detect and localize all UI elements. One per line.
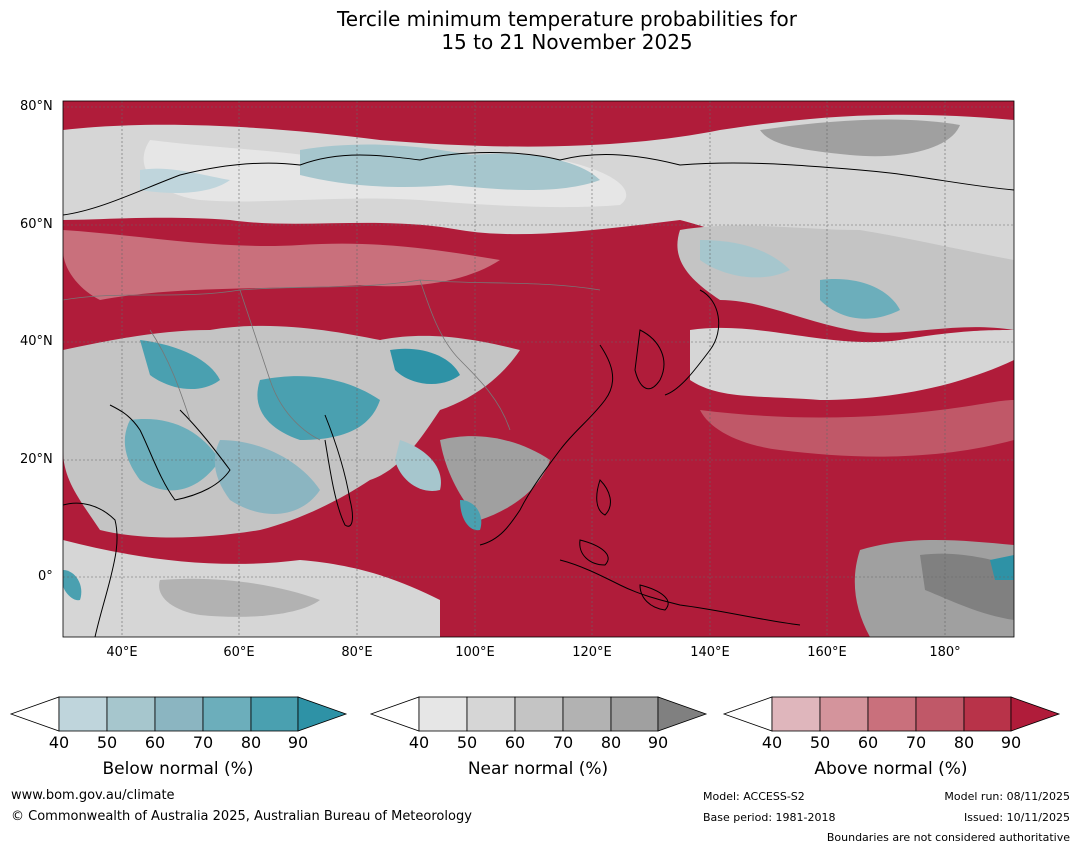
- country-borders: [63, 279, 601, 441]
- website-link[interactable]: www.bom.gov.au/climate: [11, 788, 175, 803]
- lon-label-100e: 100°E: [455, 645, 495, 660]
- title-line-2: 15 to 21 November 2025: [441, 30, 693, 54]
- region-okhotsk-below-normal: [820, 279, 900, 319]
- colorbar-below-tick: 40: [48, 733, 70, 752]
- colorbar-below-tick: 60: [144, 733, 166, 752]
- region-gulf-of-thailand-below-normal: [460, 500, 482, 531]
- colorbar-near-label: Near normal (%): [467, 759, 609, 779]
- colorbar-below-arrow-right: [297, 696, 348, 732]
- region-central-asia-above-normal-moderate: [63, 230, 500, 300]
- colorbar-below-normal: [9, 696, 348, 732]
- lon-label-160e: 160°E: [807, 645, 847, 660]
- lon-label-120e: 120°E: [572, 645, 612, 660]
- lon-label-80e: 80°E: [341, 645, 373, 660]
- colorbar-near-swatch-5: [610, 696, 659, 732]
- colorbar-near-normal: [369, 696, 708, 732]
- colorbar-near-tick: 40: [408, 733, 430, 752]
- colorbar-below-tick: 70: [192, 733, 214, 752]
- lon-label-60e: 60°E: [223, 645, 255, 660]
- colorbar-near-swatch-4: [562, 696, 612, 732]
- colorbar-below-tick: 80: [240, 733, 262, 752]
- colorbar-below-tick: 90: [287, 733, 309, 752]
- probability-map: [63, 101, 1014, 637]
- region-tibet-below-normal: [390, 348, 460, 385]
- lat-label-20n: 20°N: [20, 452, 53, 467]
- region-north-pacific-above-normal: [700, 400, 1014, 457]
- colorbar-above-swatch-4: [915, 696, 965, 732]
- colorbar-below-swatch-3: [154, 696, 204, 732]
- colorbar-above-arrow-right: [1010, 696, 1061, 732]
- colorbar-above-label: Above normal (%): [814, 759, 968, 779]
- lat-label-80n: 80°N: [20, 99, 53, 114]
- colorbar-below-swatch-2: [106, 696, 156, 732]
- region-indochina-near-normal: [440, 436, 550, 520]
- region-arabia-below-normal: [124, 419, 220, 491]
- colorbar-above-swatch-2: [819, 696, 869, 732]
- model-name: Model: ACCESS-S2: [703, 790, 805, 803]
- colorbar-near-tick: 80: [600, 733, 622, 752]
- colorbar-below-tick: 50: [96, 733, 118, 752]
- issued-date: Issued: 10/11/2025: [963, 811, 1070, 824]
- colorbar-above-swatch-5: [963, 696, 1012, 732]
- colorbar-above-swatch-1: [771, 696, 821, 732]
- colorbar-near-arrow-right: [657, 696, 708, 732]
- colorbar-above-tick: 40: [761, 733, 783, 752]
- region-bay-of-bengal-below-normal: [395, 440, 441, 491]
- colorbar-above-tick: 70: [905, 733, 927, 752]
- lon-label-140e: 140°E: [690, 645, 730, 660]
- region-equatorial-indian-ocean: [159, 578, 320, 617]
- colorbar-near-swatch-2: [466, 696, 516, 732]
- copyright-text: © Commonwealth of Australia 2025, Austra…: [11, 809, 472, 824]
- region-east-africa-below-normal: [63, 570, 82, 601]
- map-frame: [62, 100, 1015, 638]
- lat-label-0: 0°: [38, 569, 53, 584]
- colorbar-near-tick: 50: [456, 733, 478, 752]
- region-pakistan-below-normal: [257, 376, 380, 440]
- colorbar-above-tick: 50: [809, 733, 831, 752]
- colorbar-below-arrow-left: [9, 696, 60, 732]
- region-central-pacific-near-normal-high: [920, 553, 1014, 620]
- region-arabian-sea-below-normal: [214, 440, 320, 514]
- colorbar-above-normal: [722, 696, 1061, 732]
- colorbar-above-swatch-3: [867, 696, 917, 732]
- colorbar-near-swatch-3: [514, 696, 564, 732]
- lat-label-40n: 40°N: [20, 334, 53, 349]
- region-iran-below-normal: [140, 340, 220, 390]
- lat-label-60n: 60°N: [20, 217, 53, 232]
- chart-title: Tercile minimum temperature probabilitie…: [0, 8, 1081, 54]
- colorbar-below-swatch-1: [58, 696, 108, 732]
- colorbar-above-tick: 80: [953, 733, 975, 752]
- lon-label-180: 180°: [929, 645, 961, 660]
- colorbar-above-arrow-left: [722, 696, 773, 732]
- region-east-siberia-near-normal-high: [760, 119, 960, 157]
- boundaries-disclaimer: Boundaries are not considered authoritat…: [826, 831, 1070, 844]
- colorbar-below-label: Below normal (%): [102, 759, 254, 779]
- colorbar-near-arrow-left: [369, 696, 420, 732]
- colorbar-below-swatch-5: [250, 696, 299, 732]
- region-central-pacific-below-normal: [990, 555, 1014, 580]
- model-run-date: Model run: 08/11/2025: [944, 790, 1070, 803]
- colorbar-near-tick: 70: [552, 733, 574, 752]
- region-north-pacific-near-normal: [690, 327, 1014, 400]
- title-line-1: Tercile minimum temperature probabilitie…: [336, 7, 798, 31]
- colorbar-below-swatch-4: [202, 696, 252, 732]
- colorbar-above-tick: 60: [857, 733, 879, 752]
- region-amur-below-normal: [700, 240, 790, 278]
- lon-label-40e: 40°E: [106, 645, 138, 660]
- graticule: [63, 101, 1014, 637]
- colorbar-near-tick: 60: [504, 733, 526, 752]
- region-ural-below-normal: [140, 168, 230, 193]
- coastlines: [63, 152, 1014, 637]
- colorbar-near-tick: 90: [647, 733, 669, 752]
- colorbar-above-tick: 90: [1000, 733, 1022, 752]
- base-period: Base period: 1981-2018: [703, 811, 836, 824]
- colorbar-near-swatch-1: [418, 696, 468, 732]
